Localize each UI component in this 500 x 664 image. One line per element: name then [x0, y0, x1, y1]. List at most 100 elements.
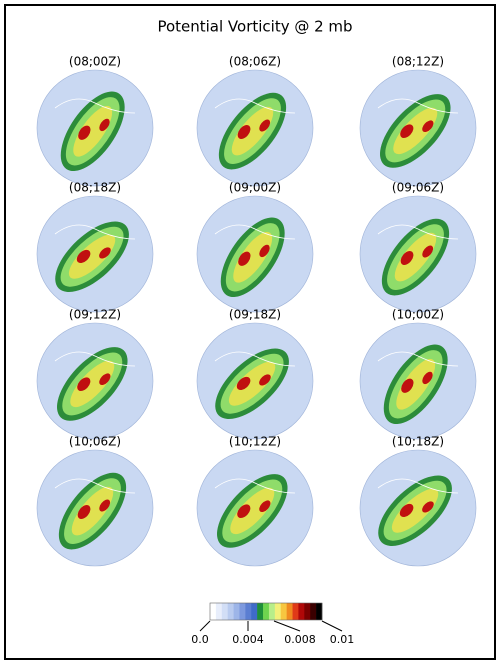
coastline	[54, 351, 136, 367]
coastline	[214, 224, 296, 240]
vortex-yellow	[233, 231, 273, 283]
map-panel: (09;18Z)	[196, 308, 314, 440]
colorbar-tick	[321, 620, 343, 632]
colorbar-swatch	[215, 603, 223, 620]
colorbar-tick-label: 0.01	[330, 633, 355, 646]
map-panel: (09;12Z)	[36, 308, 154, 440]
vortex-core	[401, 378, 414, 393]
map-panel: (08;18Z)	[36, 181, 154, 313]
vortex-core	[259, 374, 271, 386]
panel-label: (09;00Z)	[229, 181, 281, 195]
vortex-core	[99, 499, 111, 512]
vortex-core	[78, 125, 91, 140]
colorbar-swatch	[257, 603, 264, 620]
vortex-core	[236, 376, 251, 390]
coastline	[377, 351, 459, 367]
vortex-yellow	[71, 486, 114, 536]
panel-label: (10;12Z)	[229, 435, 281, 449]
colorbar-tick-label: 0.0	[191, 633, 209, 646]
vortex-core	[77, 505, 91, 519]
map-panel: (10;00Z)	[359, 308, 477, 440]
coastline	[54, 224, 136, 240]
vortex-yellow	[391, 488, 439, 533]
vortex-yellow	[393, 107, 438, 155]
vortex-core	[237, 504, 251, 518]
coastline	[377, 98, 459, 114]
vortex-yellow	[396, 358, 436, 410]
colorbar-swatch	[245, 603, 252, 620]
vortex-core	[399, 503, 414, 517]
colorbar-swatch	[298, 603, 305, 620]
colorbar-swatch	[233, 603, 240, 620]
vortex-core	[99, 118, 110, 132]
panel-label: (10;18Z)	[392, 435, 444, 449]
vortex-core	[99, 247, 111, 259]
panel-label: (08;18Z)	[69, 181, 121, 195]
vortex-core	[237, 125, 251, 139]
panels: (08;00Z) (08;06Z) (08;12Z) (08;18Z) (09;00Z)…	[36, 55, 477, 567]
vortex-core	[400, 124, 414, 138]
colorbar-outline	[209, 602, 323, 621]
map-panel: (10;06Z)	[36, 435, 154, 567]
vortex-core	[77, 377, 91, 391]
vortex-yellow	[394, 232, 437, 282]
colorbar-swatch	[239, 603, 246, 620]
vortex-core	[259, 244, 270, 258]
colorbar-tick-label: 0.008	[284, 633, 316, 646]
vortex-core	[76, 249, 91, 263]
panel-label: (08;12Z)	[392, 55, 444, 69]
panel-label: (08;06Z)	[229, 55, 281, 69]
colorbar-tick	[273, 620, 301, 632]
vortex-core	[422, 120, 434, 133]
panel-label: (08;00Z)	[69, 55, 121, 69]
map-panel: (09;00Z)	[196, 181, 314, 313]
map-panel: (08;12Z)	[359, 55, 477, 187]
vortex-core	[99, 373, 111, 386]
colorbar-swatch	[268, 603, 276, 620]
colorbar-swatch	[286, 603, 293, 620]
panel-label: (10;00Z)	[392, 308, 444, 322]
colorbar-tick-label: 0.004	[232, 633, 264, 646]
coastline	[214, 98, 296, 114]
colorbar-swatch	[227, 603, 234, 620]
colorbar-swatch	[292, 603, 299, 620]
vortex-yellow	[68, 234, 116, 279]
colorbar-swatch	[263, 603, 270, 620]
vortex-core	[422, 245, 434, 258]
colorbar-swatch	[280, 603, 287, 620]
vortex-core	[422, 371, 433, 385]
colorbar-swatch	[304, 603, 311, 620]
panel-label: (09;12Z)	[69, 308, 121, 322]
colorbar-swatch	[310, 603, 317, 620]
colorbar-swatch	[210, 603, 217, 620]
panel-label: (09;06Z)	[392, 181, 444, 195]
colorbar-tick	[199, 620, 211, 632]
panel-label: (09;18Z)	[229, 308, 281, 322]
colorbar-swatch	[251, 603, 258, 620]
colorbar-swatch	[274, 603, 282, 620]
vortex-core	[238, 251, 251, 266]
colorbar-swatch	[221, 603, 228, 620]
vortex-core	[400, 251, 414, 265]
colorbar: 0.0 0.004 0.008 0.01	[191, 602, 355, 646]
coastline	[214, 478, 296, 494]
map-panel: (08;06Z)	[196, 55, 314, 187]
vortex-yellow	[228, 361, 276, 406]
map-panel: (08;00Z)	[36, 55, 154, 187]
coastline	[54, 98, 136, 114]
vortex-core	[259, 500, 271, 513]
coastline	[377, 224, 459, 240]
map-panel: (10;12Z)	[196, 435, 314, 567]
map-panel: (10;18Z)	[359, 435, 477, 567]
vortex-yellow	[70, 360, 115, 408]
vortex-yellow	[73, 105, 113, 157]
coastline	[54, 478, 136, 494]
vortex-yellow	[230, 487, 275, 535]
panel-label: (10;06Z)	[69, 435, 121, 449]
colorbar-swatch	[316, 603, 323, 620]
vortex-core	[259, 119, 271, 132]
title: Potential Vorticity @ 2 mb	[157, 18, 352, 36]
vortex-core	[422, 501, 434, 513]
coastline	[377, 478, 459, 494]
